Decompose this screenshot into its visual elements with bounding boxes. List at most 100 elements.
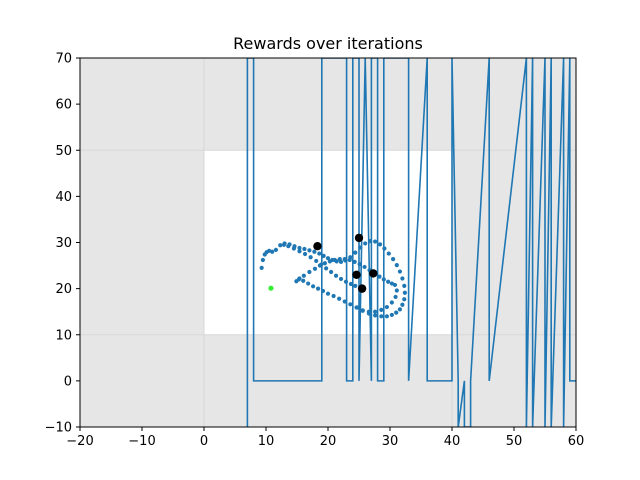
trajectory-point xyxy=(389,300,394,305)
trajectory-point xyxy=(337,296,342,301)
trajectory-point xyxy=(281,242,287,247)
trajectory-point xyxy=(308,255,313,260)
plot-background xyxy=(80,58,576,427)
trajectory-point xyxy=(291,246,296,251)
trajectory-point xyxy=(301,278,306,283)
trajectory-point xyxy=(321,253,326,258)
trajectory-point xyxy=(363,241,368,246)
trajectory-point xyxy=(342,257,347,262)
trajectory-point xyxy=(332,257,337,263)
trajectory-point xyxy=(343,279,349,284)
trajectory-point xyxy=(373,239,378,244)
trajectory-point xyxy=(397,307,403,312)
y-tick-label: 30 xyxy=(55,236,72,251)
trajectory-point xyxy=(307,248,312,253)
trajectory-point xyxy=(381,277,386,282)
x-tick-label: 10 xyxy=(258,434,275,449)
key-point xyxy=(369,269,378,278)
trajectory-point xyxy=(386,279,391,284)
trajectory-point xyxy=(302,246,307,252)
trajectory-point xyxy=(373,309,378,314)
trajectory-point xyxy=(273,247,279,252)
y-tick-label: 70 xyxy=(55,52,72,67)
chart-title: Rewards over iterations xyxy=(233,34,423,53)
key-points-series xyxy=(313,233,378,293)
trajectory-point xyxy=(394,310,399,315)
trajectory-point xyxy=(320,288,326,294)
trajectory-point xyxy=(392,282,398,288)
trajectory-point xyxy=(397,269,403,274)
trajectory-point xyxy=(307,269,312,275)
trajectory-point xyxy=(379,314,384,319)
trajectory-point xyxy=(382,246,387,251)
trajectory-point xyxy=(373,313,378,318)
trajectory-point xyxy=(368,239,373,244)
y-tick-label: 60 xyxy=(55,98,72,113)
trajectory-point xyxy=(402,283,407,288)
trajectory-point xyxy=(319,262,324,267)
y-tick-label: 40 xyxy=(55,190,72,205)
x-tick-label: 20 xyxy=(320,434,337,449)
x-axis-ticks: −20 −10 0 10 20 30 40 50 60 xyxy=(66,427,584,449)
trajectory-point xyxy=(384,304,389,310)
trajectory-point xyxy=(352,259,357,264)
x-tick-label: −10 xyxy=(128,434,155,449)
y-axis-ticks: −10 0 10 20 30 40 50 60 70 xyxy=(45,52,80,436)
trajectory-point xyxy=(296,277,301,282)
y-tick-label: 20 xyxy=(55,282,72,297)
trajectory-point xyxy=(286,244,291,249)
trajectory-point xyxy=(337,257,342,262)
reward-line xyxy=(246,58,576,427)
y-tick-label: −10 xyxy=(45,421,72,436)
x-tick-label: 50 xyxy=(506,434,523,449)
trajectory-point xyxy=(402,290,407,295)
trajectory-point xyxy=(362,264,367,270)
x-tick-label: 40 xyxy=(444,434,461,449)
trajectory-point xyxy=(391,257,396,262)
trajectory-point xyxy=(325,256,331,261)
y-tick-label: 10 xyxy=(55,328,72,343)
trajectory-point xyxy=(400,302,405,307)
key-point xyxy=(352,270,361,279)
trajectory-point xyxy=(400,276,405,281)
trajectory-point xyxy=(302,251,308,257)
trajectory-point xyxy=(353,283,358,288)
trajectory-point xyxy=(357,262,362,267)
x-tick-label: −20 xyxy=(66,434,93,449)
trajectory-point xyxy=(360,308,365,313)
trajectory-point xyxy=(342,299,347,304)
trajectory-point xyxy=(347,257,352,263)
trajectory-point xyxy=(317,251,322,256)
start-point xyxy=(268,285,274,291)
x-tick-label: 0 xyxy=(200,434,208,449)
start-point-series xyxy=(268,285,274,291)
trajectory-point xyxy=(324,266,329,271)
trajectory-point xyxy=(348,281,354,287)
trajectory-point xyxy=(315,286,321,291)
trajectory-point xyxy=(311,284,316,289)
trajectory-point xyxy=(377,242,383,247)
key-point xyxy=(354,233,364,243)
trajectory-point xyxy=(389,312,394,318)
trajectory-point xyxy=(394,288,399,293)
trajectory-point xyxy=(358,245,363,250)
trajectory-point xyxy=(260,257,265,263)
reward-line-series xyxy=(246,58,576,427)
trajectory-point xyxy=(327,259,332,264)
x-tick-label: 30 xyxy=(382,434,399,449)
trajectory-point xyxy=(322,261,327,266)
y-tick-label: 50 xyxy=(55,144,72,159)
trajectory-point xyxy=(402,297,407,302)
trajectory-point xyxy=(312,249,317,254)
trajectory-point xyxy=(353,250,358,255)
trajectory-point xyxy=(348,302,353,307)
trajectory-point xyxy=(333,273,339,278)
trajectory-point xyxy=(386,251,391,256)
trajectory-point xyxy=(314,258,319,264)
trajectory-point xyxy=(301,273,306,278)
trajectory-point xyxy=(297,245,302,251)
trajectory-point xyxy=(379,307,384,312)
trajectory-point xyxy=(377,274,382,279)
trajectory-point xyxy=(297,249,302,254)
